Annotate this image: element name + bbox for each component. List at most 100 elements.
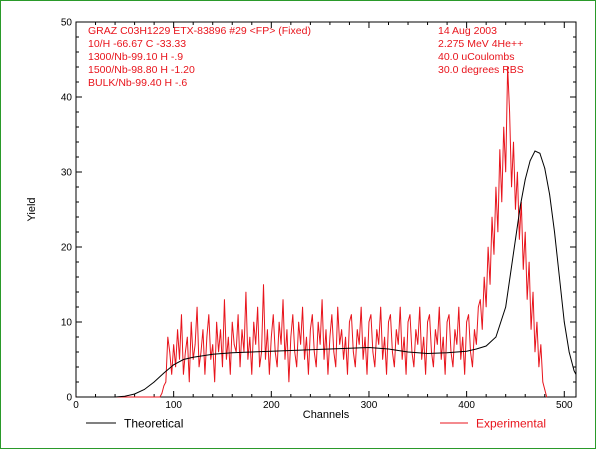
data-point bbox=[200, 351, 202, 353]
data-point bbox=[319, 344, 321, 345]
data-point bbox=[517, 171, 518, 173]
annotation-right-line: 40.0 uCoulombs bbox=[438, 51, 514, 63]
data-point bbox=[399, 306, 401, 308]
data-point bbox=[335, 366, 337, 368]
data-point bbox=[124, 396, 126, 398]
legend-label-experimental: Experimental bbox=[476, 417, 546, 431]
data-point bbox=[300, 344, 302, 345]
data-point bbox=[364, 336, 366, 338]
data-point bbox=[563, 321, 565, 323]
data-point bbox=[194, 344, 196, 345]
data-point bbox=[519, 205, 521, 207]
data-point bbox=[380, 306, 382, 308]
data-point bbox=[493, 254, 495, 255]
data-point bbox=[433, 366, 434, 368]
data-point bbox=[522, 269, 524, 270]
data-point bbox=[524, 179, 526, 180]
data-point bbox=[298, 321, 300, 323]
data-point bbox=[255, 344, 257, 345]
data-point bbox=[274, 351, 276, 353]
annotation-left-line: 1500/Nb-98.80 H -1.20 bbox=[88, 64, 195, 76]
data-point bbox=[341, 329, 343, 330]
data-point bbox=[559, 276, 560, 278]
data-point bbox=[132, 396, 134, 398]
data-point bbox=[198, 366, 200, 368]
data-point bbox=[161, 392, 163, 394]
data-point bbox=[124, 395, 126, 397]
data-point bbox=[231, 321, 233, 323]
data-point bbox=[212, 344, 214, 345]
data-point bbox=[329, 336, 331, 338]
data-point bbox=[415, 329, 417, 330]
data-point bbox=[167, 336, 169, 338]
data-point bbox=[505, 306, 507, 308]
data-point bbox=[497, 231, 499, 233]
data-point bbox=[401, 359, 403, 360]
data-point bbox=[388, 348, 389, 350]
data-point bbox=[466, 321, 468, 323]
data-point bbox=[454, 329, 456, 330]
data-point bbox=[134, 393, 135, 395]
data-point bbox=[114, 396, 116, 398]
data-point bbox=[362, 359, 364, 360]
data-point bbox=[313, 351, 315, 353]
data-point bbox=[257, 306, 259, 308]
data-point bbox=[165, 381, 167, 383]
data-point bbox=[237, 314, 239, 315]
data-point bbox=[505, 171, 507, 173]
data-point bbox=[202, 329, 204, 330]
data-point bbox=[568, 351, 570, 353]
legend-label-theoretical: Theoretical bbox=[124, 417, 183, 431]
data-point bbox=[468, 314, 469, 315]
annotation-left-line: 1300/Nb-99.10 H -.9 bbox=[88, 51, 183, 63]
data-point bbox=[222, 366, 223, 368]
data-point bbox=[421, 359, 423, 360]
x-tick-label: 300 bbox=[361, 400, 378, 411]
data-point bbox=[446, 352, 448, 354]
data-point bbox=[155, 396, 157, 398]
data-point bbox=[483, 276, 485, 278]
data-point bbox=[536, 321, 538, 323]
data-point bbox=[513, 141, 514, 143]
data-point bbox=[140, 396, 141, 398]
series-experimental bbox=[75, 66, 548, 398]
data-point bbox=[532, 291, 534, 293]
y-tick-label: 0 bbox=[66, 393, 72, 404]
x-axis-label: Channels bbox=[303, 409, 350, 421]
y-tick-label: 20 bbox=[61, 243, 73, 254]
data-point bbox=[157, 396, 159, 398]
data-point bbox=[495, 336, 497, 338]
data-point bbox=[431, 351, 432, 353]
data-point bbox=[427, 353, 428, 354]
data-point bbox=[192, 359, 194, 360]
data-point bbox=[352, 351, 354, 353]
data-point bbox=[142, 396, 143, 398]
data-point bbox=[206, 336, 208, 338]
data-point bbox=[214, 381, 216, 383]
data-point bbox=[196, 306, 198, 308]
data-point bbox=[573, 370, 575, 372]
data-point bbox=[475, 348, 477, 350]
data-point bbox=[247, 359, 249, 360]
data-point bbox=[321, 299, 323, 300]
data-point bbox=[263, 284, 264, 285]
x-tick-label: 100 bbox=[165, 400, 182, 411]
data-point bbox=[251, 351, 253, 353]
data-point bbox=[575, 374, 577, 375]
data-point bbox=[130, 396, 132, 398]
data-point bbox=[438, 306, 440, 308]
data-point bbox=[511, 186, 512, 188]
data-point bbox=[509, 111, 510, 113]
data-point bbox=[407, 351, 409, 353]
data-point bbox=[192, 356, 194, 358]
data-point bbox=[259, 366, 260, 368]
data-point bbox=[294, 351, 296, 353]
data-point bbox=[253, 321, 255, 323]
data-point bbox=[549, 194, 551, 195]
data-point bbox=[368, 347, 370, 348]
data-point bbox=[349, 347, 350, 349]
data-point bbox=[474, 329, 475, 330]
data-point bbox=[487, 246, 489, 248]
data-point bbox=[542, 381, 544, 383]
